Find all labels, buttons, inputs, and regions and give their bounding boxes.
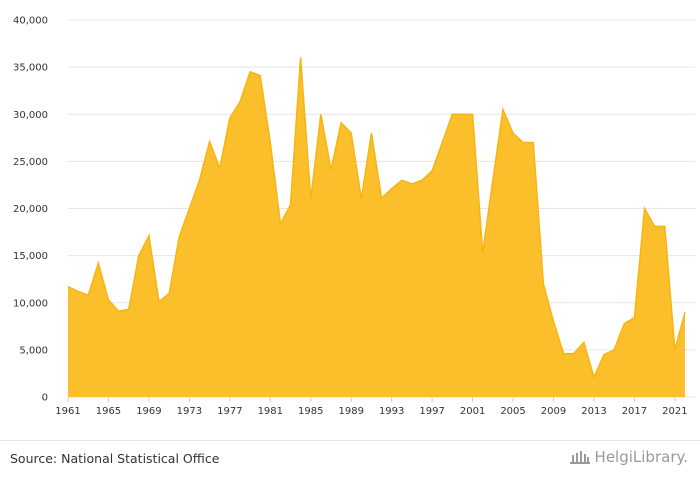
data-point-1966[interactable] (115, 307, 123, 315)
y-axis: 0 5,000 10,000 15,000 20,000 25,000 30,000 35,0… (13, 16, 48, 404)
data-point-1999[interactable] (448, 110, 456, 118)
x-tick-label: 1989 (338, 406, 363, 417)
y-tick-label: 5,000 (19, 345, 48, 356)
data-point-1986[interactable] (317, 110, 325, 118)
y-tick-label: 10,000 (13, 298, 48, 309)
data-point-1997[interactable] (428, 167, 436, 175)
data-point-2001[interactable] (469, 110, 477, 118)
data-point-1964[interactable] (94, 259, 102, 267)
data-point-2002[interactable] (479, 249, 487, 257)
data-point-2000[interactable] (458, 110, 466, 118)
data-point-1973[interactable] (185, 205, 193, 213)
y-tick-label: 25,000 (13, 157, 48, 168)
data-point-2004[interactable] (499, 106, 507, 114)
data-point-1983[interactable] (287, 201, 295, 209)
data-point-2005[interactable] (509, 129, 517, 137)
data-point-1991[interactable] (367, 129, 375, 137)
series-line (67, 57, 686, 380)
data-point-1978[interactable] (236, 98, 244, 106)
data-point-2016[interactable] (620, 319, 628, 327)
x-axis: 1961 1965 1969 1973 1977 1981 1985 1989 1993 1997… (55, 397, 688, 417)
data-point-2012[interactable] (580, 338, 588, 346)
y-tick-label: 15,000 (13, 251, 48, 262)
logo-text: HelgiLibrary. (594, 448, 688, 466)
data-point-1998[interactable] (438, 139, 446, 147)
area-chart: 0 5,000 10,000 15,000 20,000 25,000 30,000 35,0… (13, 16, 695, 417)
x-tick-label: 2017 (622, 406, 647, 417)
data-point-1979[interactable] (246, 68, 254, 76)
data-point-2019[interactable] (651, 222, 659, 230)
x-tick-label: 1981 (258, 406, 283, 417)
data-point-2020[interactable] (661, 222, 669, 230)
x-tick-label: 1969 (136, 406, 161, 417)
data-point-2009[interactable] (550, 318, 558, 326)
x-tick-label: 1993 (379, 406, 404, 417)
data-point-2010[interactable] (560, 350, 568, 358)
y-tick-label: 30,000 (13, 110, 48, 121)
data-point-1990[interactable] (357, 195, 365, 203)
data-point-1970[interactable] (155, 298, 163, 306)
footer-divider (0, 440, 700, 441)
data-point-1995[interactable] (408, 180, 416, 188)
data-point-1971[interactable] (165, 289, 173, 297)
helgilibrary-logo[interactable]: HelgiLibrary. (569, 448, 688, 466)
area-series (67, 57, 686, 397)
x-tick-label: 2009 (541, 406, 566, 417)
y-tick-label: 20,000 (13, 204, 48, 215)
data-point-1962[interactable] (74, 287, 82, 295)
data-point-1968[interactable] (135, 252, 143, 260)
data-point-1992[interactable] (378, 194, 386, 202)
x-tick-label: 1977 (217, 406, 242, 417)
area-fill (68, 57, 685, 397)
data-point-1996[interactable] (418, 176, 426, 184)
data-point-1974[interactable] (195, 176, 203, 184)
x-tick-label: 2021 (662, 406, 687, 417)
data-point-1980[interactable] (256, 72, 264, 80)
data-point-2008[interactable] (539, 280, 547, 288)
x-tick-label: 1997 (419, 406, 444, 417)
data-point-2013[interactable] (590, 373, 598, 381)
data-point-1987[interactable] (327, 166, 335, 174)
data-point-2021[interactable] (671, 346, 679, 354)
x-tick-label: 2001 (460, 406, 485, 417)
x-tick-label: 1961 (55, 406, 80, 417)
data-point-2007[interactable] (529, 139, 537, 147)
data-point-1967[interactable] (125, 305, 133, 313)
data-point-1984[interactable] (297, 54, 305, 62)
data-point-1985[interactable] (307, 195, 315, 203)
source-note: Source: National Statistical Office (10, 451, 220, 466)
y-tick-label: 35,000 (13, 63, 48, 74)
data-point-1981[interactable] (266, 139, 274, 147)
data-point-1965[interactable] (104, 296, 112, 304)
data-point-2018[interactable] (641, 205, 649, 213)
data-point-2014[interactable] (600, 351, 608, 359)
data-point-1976[interactable] (216, 164, 224, 172)
data-point-1975[interactable] (206, 138, 214, 146)
y-tick-label: 40,000 (13, 16, 48, 27)
data-point-1977[interactable] (226, 114, 234, 122)
y-tick-label: 0 (42, 393, 48, 404)
x-tick-label: 2005 (500, 406, 525, 417)
data-point-1993[interactable] (388, 185, 396, 193)
x-tick-label: 1965 (96, 406, 121, 417)
data-point-1961[interactable] (64, 283, 72, 291)
data-point-2006[interactable] (519, 139, 527, 147)
data-point-1963[interactable] (84, 291, 92, 299)
data-point-2011[interactable] (570, 350, 578, 358)
x-tick-label: 1973 (177, 406, 202, 417)
data-point-2003[interactable] (489, 176, 497, 184)
data-point-1982[interactable] (276, 220, 284, 228)
data-point-1972[interactable] (175, 233, 183, 241)
data-point-2015[interactable] (610, 346, 618, 354)
data-point-1969[interactable] (145, 232, 153, 240)
data-point-1989[interactable] (347, 129, 355, 137)
x-tick-label: 2013 (581, 406, 606, 417)
library-building-icon (569, 451, 590, 464)
data-point-2017[interactable] (630, 314, 638, 322)
data-point-2022[interactable] (681, 308, 689, 316)
data-point-1988[interactable] (337, 119, 345, 127)
x-tick-label: 1985 (298, 406, 323, 417)
data-point-1994[interactable] (398, 176, 406, 184)
